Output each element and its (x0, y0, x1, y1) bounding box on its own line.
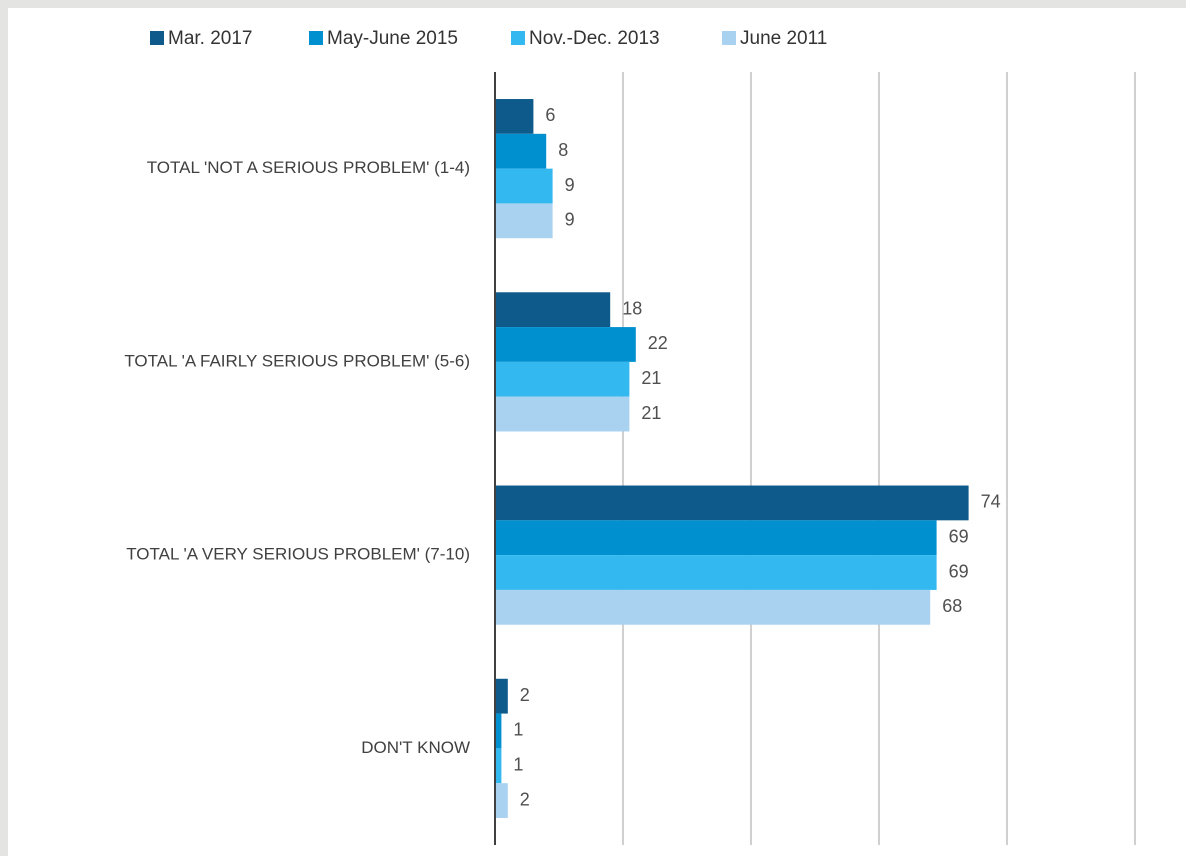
legend-label: June 2011 (740, 28, 827, 49)
data-label: 6 (545, 105, 555, 125)
bar (495, 783, 508, 818)
bar (495, 485, 969, 521)
bar (495, 327, 636, 362)
bar (495, 589, 931, 625)
data-label: 2 (520, 685, 530, 705)
chart-panel (8, 8, 1186, 856)
data-label: 1 (513, 755, 523, 775)
data-label: 21 (641, 403, 661, 423)
legend-swatch (150, 31, 164, 45)
category-label: TOTAL 'A FAIRLY SERIOUS PROBLEM' (5-6) (124, 351, 470, 370)
legend-label: Nov.-Dec. 2013 (529, 28, 660, 49)
data-label: 8 (558, 140, 568, 160)
legend-label: May-June 2015 (327, 28, 458, 49)
data-label: 69 (949, 561, 969, 581)
legend-label: Mar. 2017 (168, 28, 253, 49)
bar (495, 520, 937, 556)
data-label: 9 (565, 210, 575, 230)
bar (495, 99, 534, 134)
bar (495, 678, 508, 714)
data-label: 22 (648, 333, 668, 353)
data-label: 9 (565, 175, 575, 195)
legend-swatch (722, 31, 736, 45)
data-label: 18 (622, 298, 642, 318)
data-label: 1 (513, 720, 523, 740)
data-label: 69 (949, 526, 969, 546)
legend-swatch (511, 31, 525, 45)
bar (495, 396, 630, 432)
legend-swatch (309, 31, 323, 45)
data-label: 21 (641, 368, 661, 388)
data-label: 68 (942, 596, 962, 616)
category-label: TOTAL 'A VERY SERIOUS PROBLEM' (7-10) (126, 545, 470, 564)
bar (495, 133, 547, 169)
category-label: TOTAL 'NOT A SERIOUS PROBLEM' (1-4) (147, 158, 470, 177)
category-label: DON'T KNOW (361, 738, 470, 757)
bar (495, 713, 502, 749)
bar (495, 748, 502, 784)
bar (495, 555, 937, 590)
data-label: 2 (520, 789, 530, 809)
bar (495, 292, 611, 328)
bar (495, 361, 630, 397)
bar (495, 203, 553, 239)
bar (495, 168, 553, 204)
data-label: 74 (981, 492, 1001, 512)
